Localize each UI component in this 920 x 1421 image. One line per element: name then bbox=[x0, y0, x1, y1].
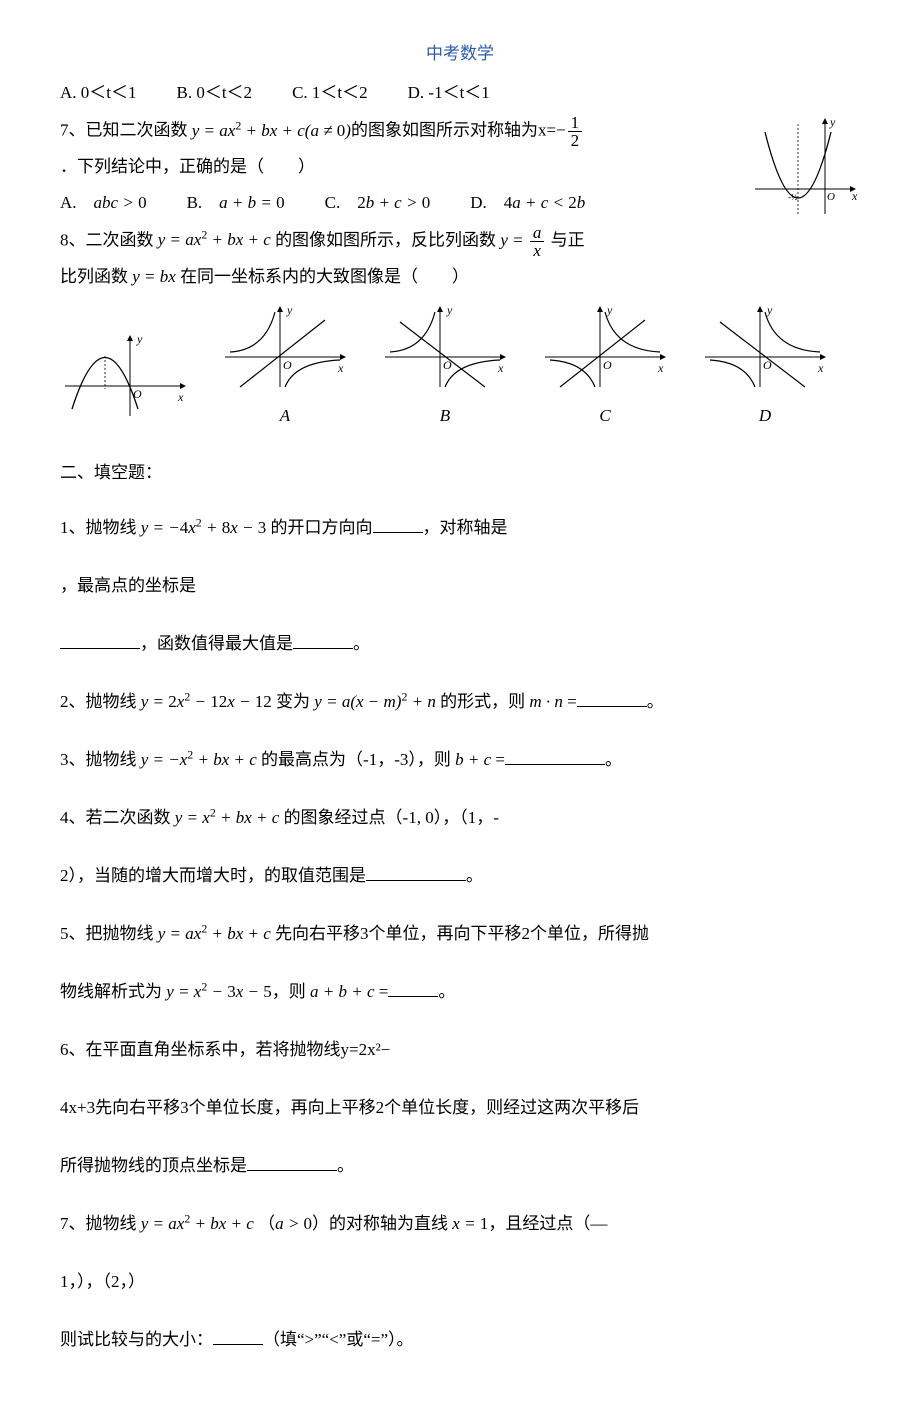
q8-graph-row: O x y O x y A O x bbox=[60, 302, 860, 429]
f2-blank bbox=[577, 690, 647, 707]
q7-stem-pre: 7、已知二次函数 bbox=[60, 121, 192, 140]
f1-blank1 bbox=[373, 516, 423, 533]
svg-text:x: x bbox=[851, 189, 858, 203]
svg-text:y: y bbox=[829, 115, 836, 129]
svg-text:O: O bbox=[283, 358, 292, 372]
q8-opt-a-graph: O x y A bbox=[220, 302, 350, 429]
svg-text:y: y bbox=[606, 303, 613, 317]
f5-line1: 5、把抛物线 y = ax2 + bx + c 先向右平移3个单位，再向下平移2… bbox=[60, 917, 860, 951]
q7-stem-mid: 的图象如图所示对称轴为x= bbox=[351, 121, 556, 140]
q6-opt-b: B. 0＜t＜2 bbox=[177, 79, 253, 106]
q7-opt-b: B. a + b = 0 bbox=[187, 189, 285, 216]
page-header: 中考数学 bbox=[60, 40, 860, 67]
f5-line2: 物线解析式为 y = x2 − 3x − 5，则 a + b + c =。 bbox=[60, 975, 860, 1009]
svg-text:y: y bbox=[766, 303, 773, 317]
q8-pre: 8、二次函数 bbox=[60, 230, 158, 249]
q8-opt-d-label: D bbox=[700, 402, 830, 429]
svg-text:x: x bbox=[497, 361, 504, 375]
svg-text:y: y bbox=[136, 332, 143, 346]
f3-line: 3、抛物线 y = −x2 + bx + c 的最高点为（-1，-3），则 b … bbox=[60, 743, 860, 777]
f7-blank bbox=[213, 1328, 263, 1345]
svg-text:y: y bbox=[446, 303, 453, 317]
q6-opt-c: C. 1＜t＜2 bbox=[292, 79, 368, 106]
f1-blank3 bbox=[293, 632, 353, 649]
section2-title: 二、填空题： bbox=[60, 459, 860, 486]
svg-text:x: x bbox=[177, 390, 184, 404]
svg-text:x: x bbox=[337, 361, 344, 375]
q7-options: A. abc > 0 B. a + b = 0 C. 2b + c > 0 D.… bbox=[60, 189, 740, 216]
q8-frac: ax bbox=[530, 224, 545, 259]
f1-blank2 bbox=[60, 632, 140, 649]
f4-line1: 4、若二次函数 y = x2 + bx + c 的图象经过点（-1, 0），（1… bbox=[60, 801, 860, 835]
q8-opt-b-label: B bbox=[380, 402, 510, 429]
q8-stem: 8、二次函数 y = ax2 + bx + c 的图像如图所示，反比列函数 y … bbox=[60, 224, 860, 259]
f4-line2: 2），当随的增大而增大时，的取值范围是。 bbox=[60, 859, 860, 893]
q8-line2: 比列函数 y = bx 在同一坐标系内的大致图像是（ ） bbox=[60, 263, 860, 290]
q8-expr1: y = ax2 + bx + c bbox=[158, 230, 271, 249]
q8-opt-c-label: C bbox=[540, 402, 670, 429]
q7-diagram: x y -½ O bbox=[750, 114, 860, 232]
svg-text:O: O bbox=[763, 358, 772, 372]
svg-text:x: x bbox=[657, 361, 664, 375]
svg-text:O: O bbox=[443, 358, 452, 372]
q7-line2: ．下列结论中，正确的是（ ） bbox=[60, 153, 860, 180]
q8-given-parabola: O x y bbox=[60, 331, 190, 429]
f2-line: 2、抛物线 y = 2x2 − 12x − 12 变为 y = a(x − m)… bbox=[60, 685, 860, 719]
q6-opt-a: A. 0＜t＜1 bbox=[60, 79, 137, 106]
q7-stem: 7、已知二次函数 y = ax2 + bx + c(a ≠ 0)的图象如图所示对… bbox=[60, 114, 860, 149]
f6-line1: 6、在平面直角坐标系中，若将抛物线y=2x²− bbox=[60, 1033, 860, 1067]
svg-text:O: O bbox=[133, 387, 142, 401]
svg-text:O: O bbox=[827, 191, 835, 203]
q8-opt-d-graph: O x y D bbox=[700, 302, 830, 429]
q8-opt-c-graph: O x y C bbox=[540, 302, 670, 429]
f7-line3: 则试比较与的大小：（填“>”“<”或“=”）。 bbox=[60, 1323, 860, 1357]
f6-line2: 4x+3先向右平移3个单位长度，再向上平移2个单位长度，则经过这两次平移后 bbox=[60, 1091, 860, 1125]
svg-text:y: y bbox=[286, 303, 293, 317]
f1-line3: ，函数值得最大值是。 bbox=[60, 627, 860, 661]
f4-blank bbox=[366, 864, 466, 881]
q8-opt-b-graph: O x y B bbox=[380, 302, 510, 429]
svg-text:x: x bbox=[817, 361, 824, 375]
q6-opt-d: D. -1＜t＜1 bbox=[408, 79, 490, 106]
q7-frac: 12 bbox=[568, 114, 583, 149]
f3-blank bbox=[505, 748, 605, 765]
q8-yfrac: y = bbox=[500, 230, 528, 249]
f7-line1: 7、抛物线 y = ax2 + bx + c （a > 0）的对称轴为直线 x … bbox=[60, 1207, 860, 1241]
q7-opt-c: C. 2b + c > 0 bbox=[325, 189, 431, 216]
q7-expr: y = ax2 + bx + c(a ≠ 0) bbox=[192, 121, 351, 140]
f5-blank bbox=[388, 980, 438, 997]
svg-text:O: O bbox=[603, 358, 612, 372]
q7-opt-d: D. 4a + c < 2b bbox=[470, 189, 585, 216]
f6-blank bbox=[247, 1154, 337, 1171]
q8-mid1: 的图像如图所示，反比列函数 bbox=[271, 230, 501, 249]
f7-line2: 1，），（2，） bbox=[60, 1265, 860, 1299]
f6-line3: 所得抛物线的顶点坐标是。 bbox=[60, 1149, 860, 1183]
q7-frac-sign: − bbox=[556, 121, 566, 140]
q8-mid2: 与正 bbox=[546, 230, 584, 249]
q7-opt-a: A. abc > 0 bbox=[60, 189, 147, 216]
svg-text:-½: -½ bbox=[788, 192, 798, 202]
f1-line1: 1、抛物线 y = −4x2 + 8x − 3 的开口方向向，对称轴是 bbox=[60, 511, 860, 545]
q6-options: A. 0＜t＜1 B. 0＜t＜2 C. 1＜t＜2 D. -1＜t＜1 bbox=[60, 79, 860, 106]
q8-opt-a-label: A bbox=[220, 402, 350, 429]
f1-line2: ，最高点的坐标是 bbox=[60, 569, 860, 603]
